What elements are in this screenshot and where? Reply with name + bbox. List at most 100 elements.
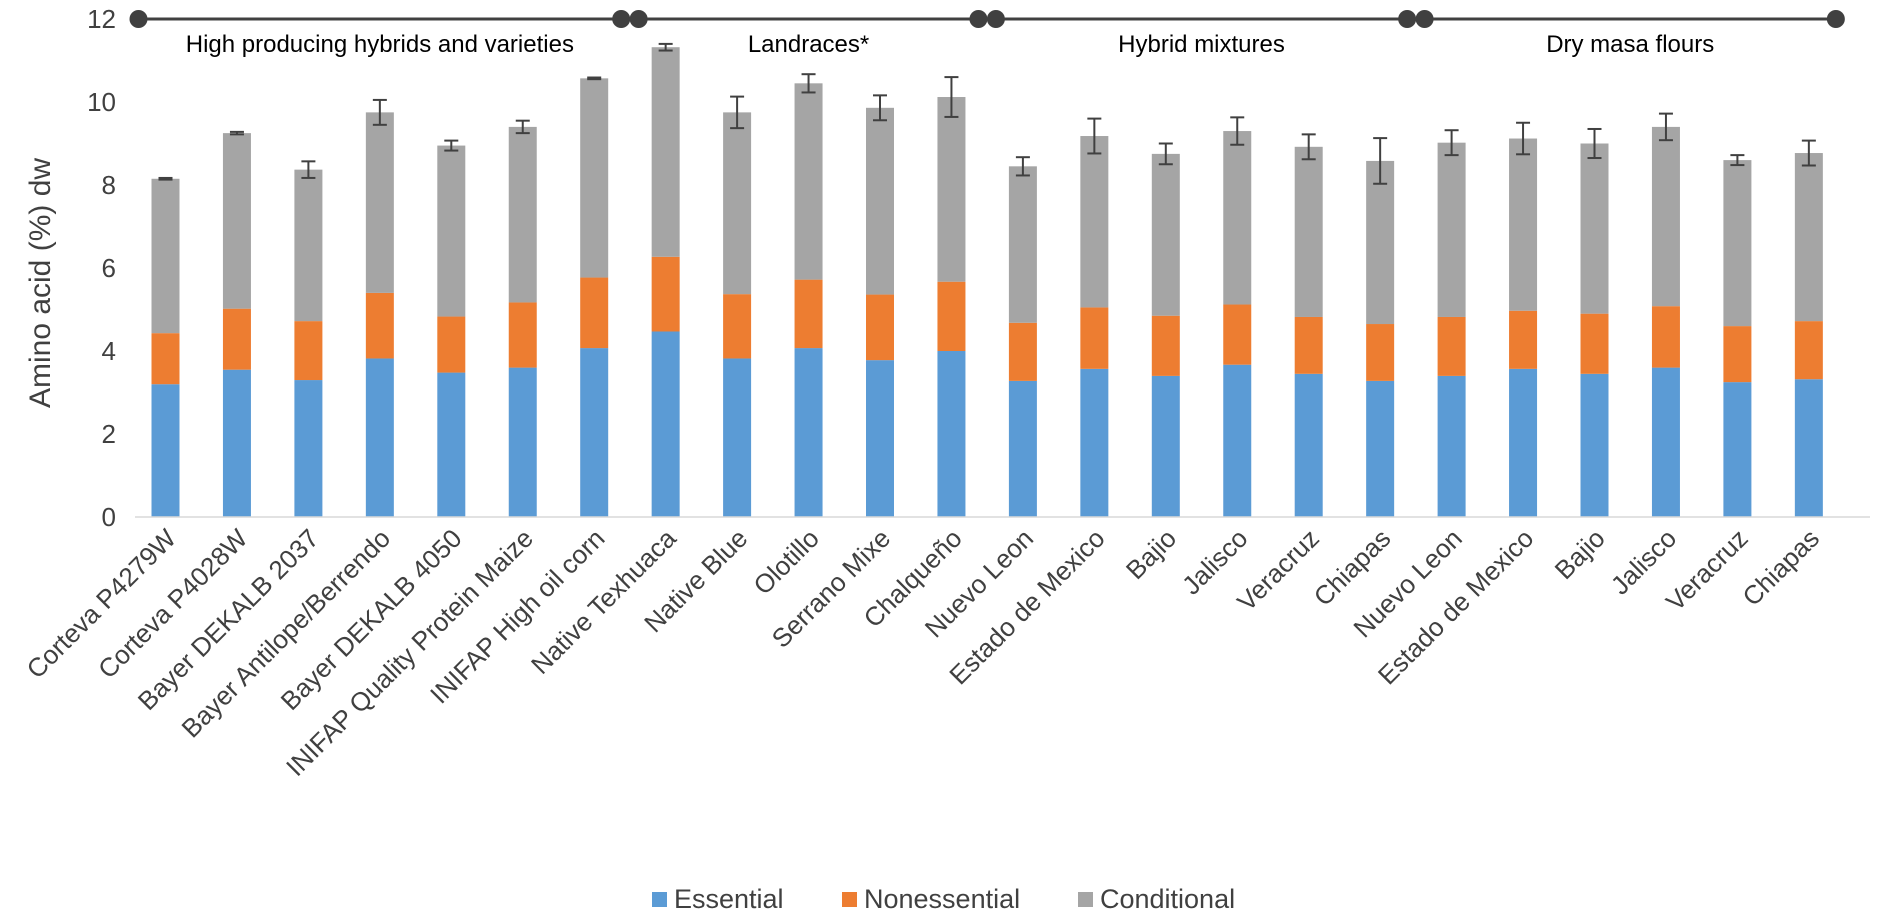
bar-conditional-23 [1794, 153, 1823, 322]
bar-essential-6 [580, 348, 609, 517]
bar-conditional-16 [1294, 146, 1323, 317]
error-bar-14 [1158, 142, 1173, 166]
bar-essential-21 [1651, 367, 1680, 517]
group-label: Landraces* [748, 31, 869, 58]
error-bar-13 [1087, 117, 1102, 155]
bar-conditional-22 [1723, 160, 1752, 327]
bar-conditional-5 [508, 126, 537, 303]
error-bar-7 [658, 42, 673, 52]
error-bar-9 [801, 73, 816, 94]
error-bar-22 [1730, 154, 1745, 167]
group-band-endpoint [1398, 10, 1417, 28]
bar-essential-13 [1080, 368, 1109, 517]
y-axis: 0 2 4 6 8 10 12 [87, 4, 116, 532]
bar-conditional-1 [222, 133, 251, 309]
bar-conditional-19 [1509, 138, 1538, 311]
bar-conditional-17 [1366, 160, 1395, 325]
bar-nonessential-9 [794, 279, 823, 349]
group-band-endpoint [1415, 10, 1434, 28]
bar-conditional-20 [1580, 143, 1609, 314]
bar-nonessential-3 [365, 292, 394, 359]
bar-nonessential-11 [937, 281, 966, 351]
bar-nonessential-13 [1080, 307, 1109, 369]
error-bar-3 [372, 98, 387, 126]
x-tick-label: Chiapas [1736, 523, 1825, 612]
group-band-endpoint [986, 10, 1005, 28]
bar-nonessential-4 [437, 316, 466, 373]
bar-conditional-6 [580, 78, 609, 278]
y-tick-label: 10 [87, 87, 116, 117]
bar-nonessential-7 [651, 256, 680, 332]
error-bar-23 [1801, 139, 1816, 167]
legend-label: Conditional [1100, 884, 1235, 914]
error-bar-21 [1658, 112, 1673, 142]
group-label: High producing hybrids and varieties [186, 31, 574, 58]
bar-essential-17 [1366, 380, 1395, 517]
y-tick-label: 6 [102, 253, 116, 283]
group-label: Hybrid mixtures [1118, 31, 1285, 58]
bar-nonessential-6 [580, 277, 609, 349]
bar-nonessential-22 [1723, 326, 1752, 383]
bar-conditional-3 [365, 112, 394, 293]
bar-essential-12 [1008, 380, 1037, 517]
bar-nonessential-0 [151, 333, 180, 385]
y-axis-title: Amino acid (%) dw [24, 158, 57, 408]
bar-nonessential-16 [1294, 316, 1323, 374]
group-band-endpoint [969, 10, 988, 28]
y-tick-label: 2 [102, 419, 116, 449]
bar-nonessential-15 [1223, 304, 1252, 365]
error-bar-17 [1373, 137, 1388, 185]
bar-nonessential-12 [1008, 322, 1037, 381]
bar-essential-15 [1223, 364, 1252, 517]
bar-conditional-14 [1151, 153, 1180, 316]
bar-essential-0 [151, 384, 180, 517]
bar-nonessential-21 [1651, 306, 1680, 368]
bar-essential-1 [222, 369, 251, 517]
bar-nonessential-1 [222, 308, 251, 370]
group-band-endpoint [612, 10, 631, 28]
error-bar-2 [301, 160, 316, 179]
bar-essential-19 [1509, 368, 1538, 517]
error-bar-0 [158, 176, 173, 181]
legend-item-conditional: Conditional [1078, 884, 1235, 914]
bar-nonessential-20 [1580, 313, 1609, 374]
error-bar-5 [515, 119, 530, 135]
bar-essential-5 [508, 367, 537, 517]
error-bar-4 [444, 139, 459, 152]
group-band-endpoint [629, 10, 648, 28]
bar-nonessential-5 [508, 302, 537, 368]
error-bar-15 [1230, 116, 1245, 146]
error-bar-12 [1015, 156, 1030, 177]
legend-label: Nonessential [864, 884, 1020, 914]
bar-essential-16 [1294, 373, 1323, 517]
legend-swatch [652, 892, 667, 907]
group-bands: High producing hybrids and varieties Land… [129, 10, 1845, 58]
bar-conditional-0 [151, 178, 180, 334]
bar-conditional-15 [1223, 131, 1252, 305]
bars [151, 47, 1823, 517]
legend-item-essential: Essential [652, 884, 784, 914]
x-tick-label: Bajio [1549, 523, 1611, 585]
x-tick-label: Bajio [1120, 523, 1182, 585]
bar-essential-7 [651, 331, 680, 517]
bar-essential-18 [1437, 375, 1466, 517]
bar-essential-3 [365, 358, 394, 517]
y-tick-label: 4 [102, 336, 116, 366]
error-bar-18 [1444, 129, 1459, 157]
bar-essential-20 [1580, 373, 1609, 517]
legend-label: Essential [674, 884, 784, 914]
legend-swatch [1078, 892, 1093, 907]
bar-conditional-8 [723, 112, 752, 295]
bar-nonessential-8 [723, 294, 752, 359]
error-bar-19 [1516, 121, 1531, 156]
bar-essential-11 [937, 351, 966, 517]
error-bar-10 [873, 94, 887, 122]
bar-essential-22 [1723, 382, 1752, 517]
bar-essential-8 [723, 358, 752, 517]
bar-conditional-11 [937, 97, 966, 282]
bar-essential-10 [866, 360, 894, 517]
bar-essential-4 [437, 372, 466, 517]
bar-conditional-7 [651, 47, 680, 257]
group-label: Dry masa flours [1546, 31, 1714, 58]
